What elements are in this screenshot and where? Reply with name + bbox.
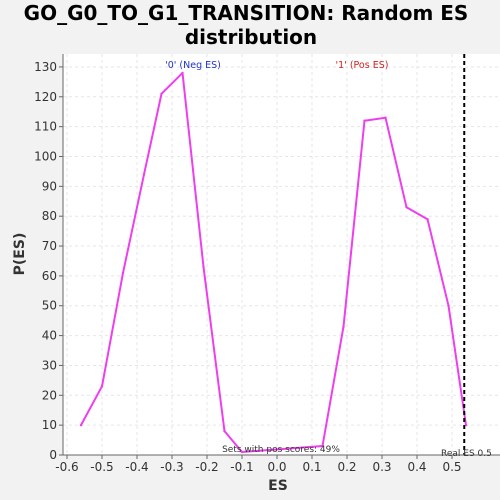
y-tick-label: 110 [34,120,57,134]
x-tick-label: -0.5 [90,460,113,474]
x-ticks: -0.6 -0.5 -0.4 -0.3 -0.2 -0.1 0.0 0.1 0.2 0.3 0.4 0… [55,455,462,474]
x-tick-label: 0.0 [267,460,286,474]
series-layer [79,71,468,454]
data-point [160,92,163,96]
x-tick-label: -0.4 [125,460,148,474]
x-tick-label: 0.4 [407,460,426,474]
data-point [405,206,408,209]
x-tick-label: 0.5 [442,460,461,474]
data-point [240,450,244,454]
data-point [121,271,125,275]
data-point [384,116,387,119]
y-tick-label: 100 [34,149,57,163]
y-tick-label: 30 [42,358,57,372]
y-tick-label: 20 [42,388,57,402]
y-tick-label: 60 [42,269,57,283]
annotation-pos-es: '1' (Pos ES) [336,60,389,71]
x-tick-label: -0.2 [195,460,218,474]
y-axis-label: P(ES) [12,233,28,276]
y-tick-label: 50 [42,299,57,313]
x-tick-label: -0.3 [160,460,183,474]
data-point [363,119,366,122]
y-tick-label: 10 [42,418,57,432]
y-tick-label: 80 [42,209,57,223]
data-point [426,217,429,221]
y-ticks: 0 10 20 30 40 50 60 70 80 90 100 110 120 130 [34,60,63,462]
y-tick-label: 40 [42,329,57,343]
y-tick-label: 0 [49,448,57,462]
x-tick-label: 0.2 [337,460,356,474]
data-point [142,173,146,176]
y-tick-label: 90 [42,179,57,193]
chart-title-line-2: distribution [185,25,317,49]
x-tick-label: -0.1 [230,460,253,474]
data-point [223,429,226,433]
grid-layer [63,54,500,456]
x-tick-label: -0.6 [55,460,78,474]
x-axis-label: ES [268,478,288,494]
data-point [447,304,450,307]
real-es-label: Real ES 0.5 [441,449,492,459]
data-point [321,444,324,448]
chart-title-line-1: GO_G0_TO_G1_TRANSITION: Random ES [24,1,469,25]
pos-scores-note: Sets with pos scores: 49% [222,445,340,455]
plot-area [63,54,500,455]
data-point [100,385,104,388]
x-tick-label: 0.3 [372,460,391,474]
data-point [342,325,345,328]
annotation-neg-es: '0' (Neg ES) [165,60,221,71]
data-point [181,71,184,75]
y-tick-label: 130 [34,60,57,74]
data-point [79,423,83,427]
x-tick-label: 0.1 [302,460,321,474]
data-point [202,265,205,269]
data-point [464,423,468,427]
y-tick-label: 70 [42,239,57,253]
y-tick-label: 120 [34,90,57,104]
